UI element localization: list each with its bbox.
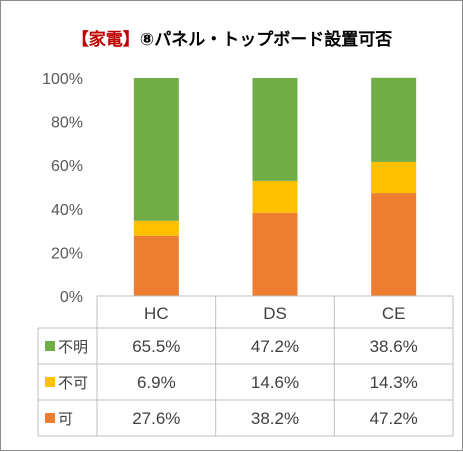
category-label: DS [263, 304, 287, 323]
legend-label: 不明 [58, 338, 88, 356]
table-cell-value: 47.2% [251, 337, 299, 356]
table-cell-value: 14.6% [251, 373, 299, 392]
bars [133, 77, 417, 296]
table-cell-value: 6.9% [137, 373, 176, 392]
category-label: HC [144, 304, 169, 323]
legend-label: 可 [58, 410, 73, 428]
table-cell-value: 27.6% [132, 409, 180, 428]
bar-segment [371, 161, 417, 194]
y-axis: 0% 20% 40% 60% 80% 100% [42, 71, 83, 306]
y-tick-label: 60% [51, 158, 83, 175]
category-label: CE [382, 304, 406, 323]
legend-key [45, 341, 55, 351]
chart-title: 【家電】⑧パネル・トップボード設置可否 [72, 29, 392, 50]
y-tick-label: 100% [42, 71, 83, 88]
table-cell-value: 14.3% [370, 373, 418, 392]
table-cell-value: 38.2% [251, 409, 299, 428]
bar-segment [252, 78, 298, 181]
bar-segment [133, 235, 179, 296]
bar-segment [371, 77, 417, 162]
y-tick-label: 80% [51, 115, 83, 132]
y-tick-label: 0% [60, 289, 83, 306]
y-tick-label: 20% [51, 245, 83, 262]
data-table: HC DS CE 不明 65.5% 47.2% 38.6% 不可 6.9% 14.6% 14.3% 可… [37, 295, 454, 437]
legend-label: 不可 [58, 374, 88, 392]
table-cell-value: 65.5% [132, 337, 180, 356]
bar-segment [252, 180, 298, 213]
legend-key [45, 377, 55, 387]
table-cell-value: 38.6% [370, 337, 418, 356]
chart-title-main: ⑧パネル・トップボード設置可否 [140, 29, 392, 50]
bar-segment [371, 193, 417, 296]
chart-title-prefix: 【家電】 [72, 29, 140, 50]
bar-segment [133, 220, 179, 236]
legend-key [45, 413, 55, 423]
bar-segment [252, 212, 298, 296]
y-tick-label: 40% [51, 202, 83, 219]
table-cell-value: 47.2% [370, 409, 418, 428]
bar-segment [133, 78, 179, 221]
